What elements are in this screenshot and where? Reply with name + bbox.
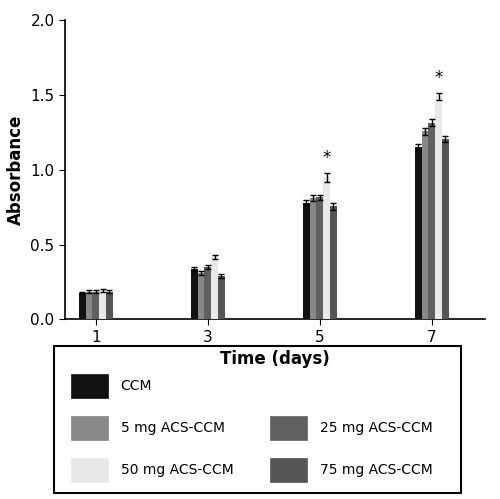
- Bar: [79, 293, 86, 319]
- Bar: [323, 177, 330, 319]
- Bar: [71, 416, 108, 440]
- Text: CCM: CCM: [120, 379, 152, 393]
- Text: 50 mg ACS-CCM: 50 mg ACS-CCM: [120, 463, 234, 477]
- Bar: [198, 273, 204, 319]
- Bar: [316, 198, 323, 319]
- Bar: [330, 207, 336, 319]
- Bar: [99, 291, 106, 319]
- Text: 75 mg ACS-CCM: 75 mg ACS-CCM: [320, 463, 432, 477]
- Bar: [86, 291, 92, 319]
- Bar: [204, 267, 211, 319]
- Bar: [442, 139, 448, 319]
- Bar: [310, 198, 316, 319]
- Bar: [303, 203, 310, 319]
- Text: *: *: [322, 149, 330, 168]
- Bar: [218, 276, 224, 319]
- Bar: [106, 291, 112, 319]
- Bar: [92, 291, 99, 319]
- Bar: [415, 147, 422, 319]
- Bar: [71, 458, 108, 482]
- Bar: [270, 458, 308, 482]
- Bar: [428, 123, 435, 319]
- Bar: [211, 257, 218, 319]
- Bar: [435, 96, 442, 319]
- Bar: [191, 269, 198, 319]
- Bar: [71, 374, 108, 398]
- Text: *: *: [434, 69, 442, 87]
- Bar: [422, 132, 428, 319]
- Y-axis label: Absorbance: Absorbance: [7, 114, 25, 225]
- Bar: [270, 416, 308, 440]
- X-axis label: Time (days): Time (days): [220, 350, 330, 368]
- Text: 25 mg ACS-CCM: 25 mg ACS-CCM: [320, 421, 432, 435]
- Text: 5 mg ACS-CCM: 5 mg ACS-CCM: [120, 421, 224, 435]
